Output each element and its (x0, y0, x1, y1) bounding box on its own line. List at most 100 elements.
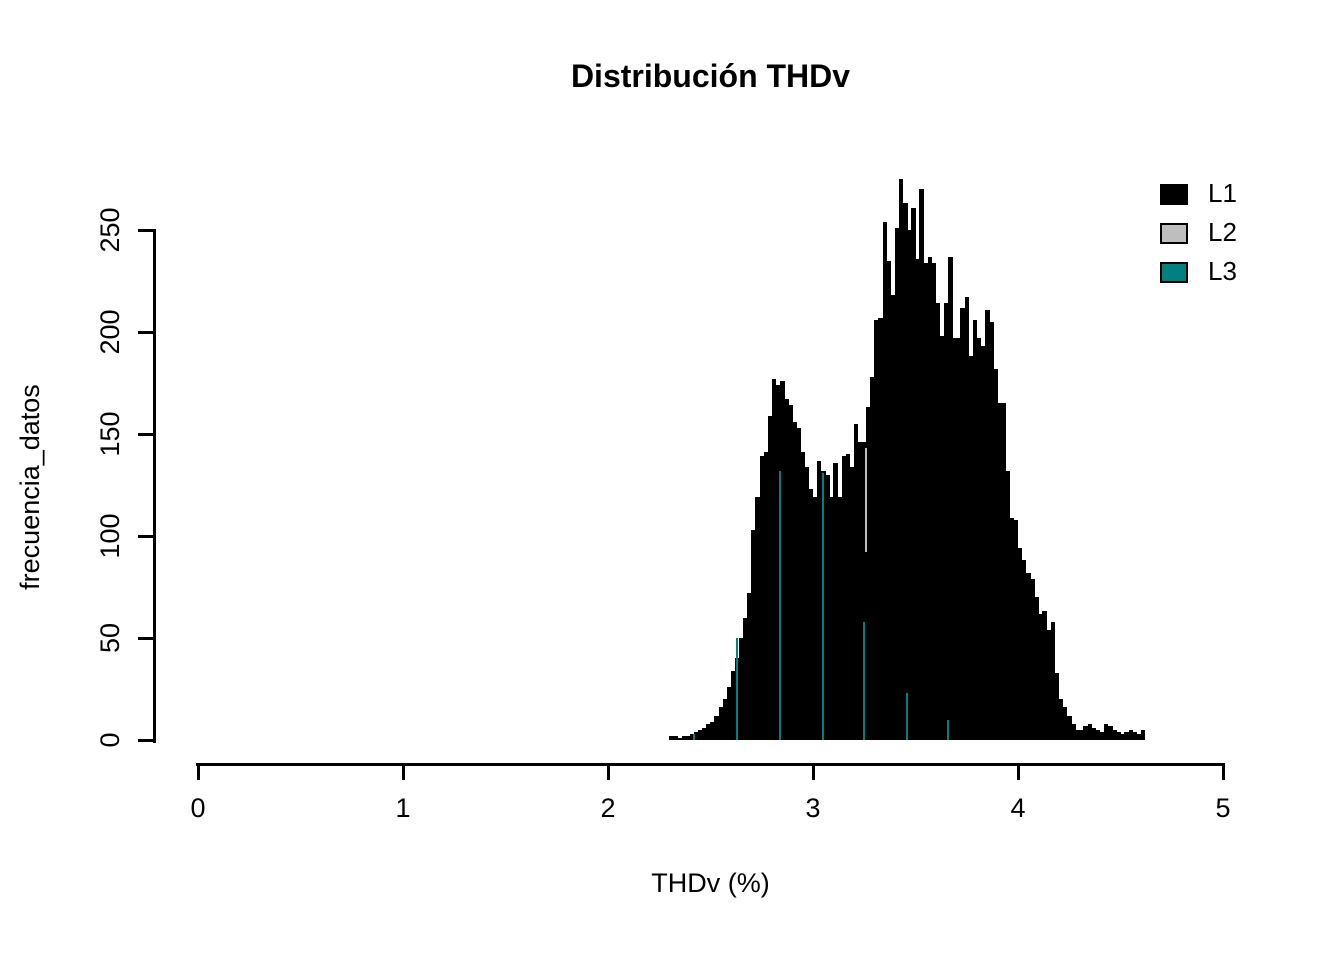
histogram-bar (898, 179, 904, 740)
x-tick-label: 1 (395, 793, 411, 823)
histogram-bar (1112, 729, 1117, 740)
y-tick-mark (138, 330, 154, 334)
histogram-bar (1042, 611, 1047, 740)
x-tick-mark (606, 764, 610, 780)
histogram-bar (710, 721, 715, 740)
histogram-bar (1017, 548, 1023, 740)
histogram-bar (878, 317, 883, 740)
legend-label: L1 (1208, 178, 1237, 208)
histogram-bar (1120, 733, 1125, 740)
teal-edge-line (906, 693, 909, 740)
histogram-bar (890, 295, 896, 740)
y-axis-line (153, 229, 156, 743)
histogram-bar (1091, 727, 1097, 740)
y-tick-mark (138, 432, 154, 436)
histogram-bar (1071, 723, 1076, 740)
teal-edge-line (863, 621, 866, 740)
histogram-bar (853, 423, 859, 740)
histogram-bar (747, 593, 752, 740)
histogram-bar (1095, 729, 1101, 740)
histogram-bar (706, 723, 711, 740)
histogram-bar (837, 497, 842, 740)
histogram-bar (681, 735, 687, 740)
teal-edge-line (779, 470, 782, 740)
histogram-bar (894, 227, 900, 740)
x-tick-mark (811, 764, 815, 780)
histogram-bar (833, 462, 838, 740)
histogram-bar (1058, 699, 1064, 740)
histogram-bar (1140, 729, 1146, 740)
x-tick-mark (401, 764, 405, 780)
histogram-bar (1083, 725, 1088, 740)
histogram-bar (1062, 707, 1068, 740)
histogram-bar (1009, 517, 1015, 740)
x-tick-label: 2 (600, 793, 616, 823)
histogram-bar (784, 399, 789, 740)
histogram-bar (849, 466, 855, 740)
histogram-bar (1046, 629, 1051, 740)
y-tick-label: 250 (94, 207, 125, 253)
histogram-bar (968, 356, 974, 740)
legend-swatch-L1 (1160, 184, 1188, 205)
histogram-bar (874, 319, 879, 740)
histogram-bar (1103, 723, 1109, 740)
histogram-bar (1021, 560, 1027, 740)
histogram-bar (886, 260, 892, 740)
histogram-bar (882, 221, 887, 740)
histogram-bar (915, 258, 920, 740)
y-tick-label: 150 (94, 411, 125, 457)
histogram-bar (726, 686, 732, 740)
histogram-bar (1132, 731, 1138, 740)
x-tick-label: 3 (805, 793, 821, 823)
histogram-bar (755, 497, 760, 740)
histogram-bar (775, 385, 781, 740)
histogram-bar (718, 707, 723, 740)
histogram-bar (780, 380, 785, 740)
histogram-bar (952, 338, 957, 740)
teal-edge-line (693, 733, 696, 740)
histogram-bar (689, 733, 695, 740)
y-tick-mark (138, 738, 154, 742)
histogram-bar (739, 638, 744, 740)
x-tick-label: 0 (190, 793, 206, 823)
histogram-bar (685, 735, 691, 740)
teal-edge-line (736, 638, 739, 740)
histogram-bar (1034, 597, 1039, 740)
histogram-bar (743, 617, 748, 740)
histogram-bar (722, 699, 728, 740)
x-axis-line (196, 763, 1225, 766)
histogram-bar (1001, 403, 1006, 740)
histogram-bar (870, 376, 875, 740)
histogram-bar (907, 230, 912, 740)
histogram-bar (1124, 731, 1129, 740)
teal-edge-line (947, 719, 950, 740)
histogram-bar (866, 407, 871, 740)
histogram-bar (1079, 729, 1084, 740)
histogram-bar (939, 336, 945, 740)
histogram-bar (948, 256, 953, 740)
histogram-bar (964, 297, 969, 740)
histogram-bar (702, 727, 707, 740)
x-tick-mark (1221, 764, 1225, 780)
histogram-bar (714, 715, 719, 740)
histogram-bar (767, 415, 773, 740)
histogram-bar (808, 489, 814, 740)
histogram-bar (751, 529, 756, 740)
histogram-bar (759, 456, 764, 740)
histogram-bar (1067, 715, 1072, 740)
histogram-bar (1099, 731, 1105, 740)
legend-item-L3: L3 (1160, 258, 1280, 284)
histogram-bar (919, 189, 924, 740)
histogram-bar (825, 474, 830, 740)
x-tick-label: 4 (1010, 793, 1026, 823)
y-tick-mark (138, 228, 154, 232)
x-tick-mark (196, 764, 200, 780)
histogram-bar (1038, 613, 1043, 740)
histogram-bar (935, 303, 941, 740)
histogram-bar (800, 452, 805, 740)
histogram-bar (1108, 725, 1113, 740)
histogram-bar (972, 319, 978, 740)
histogram-bar (927, 256, 933, 740)
histogram-bar (960, 307, 965, 740)
histogram-bar (1054, 672, 1060, 740)
